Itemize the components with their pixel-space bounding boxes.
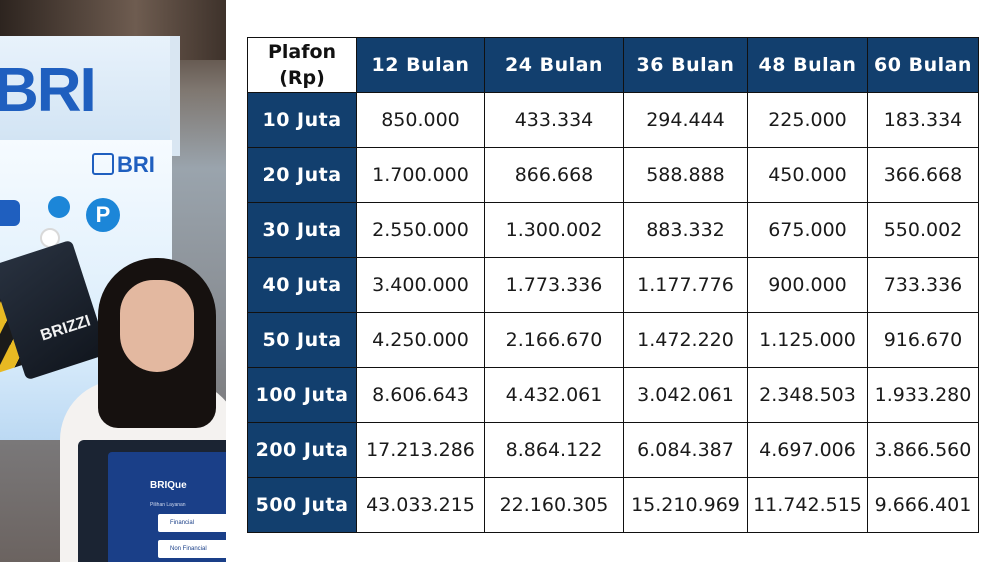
row-header: 20 Juta (247, 147, 357, 203)
row-header: 200 Juta (247, 422, 357, 478)
table-row: 500 Juta 43.033.215 22.160.305 15.210.96… (247, 477, 979, 533)
table-cell: 225.000 (747, 92, 868, 148)
table-cell: 850.000 (356, 92, 485, 148)
table-cell: 4.697.006 (747, 422, 868, 478)
table-row: 40 Juta 3.400.000 1.773.336 1.177.776 90… (247, 257, 979, 313)
table-cell: 6.084.387 (623, 422, 748, 478)
person-face (120, 280, 194, 372)
table-cell: 1.700.000 (356, 147, 485, 203)
table-row: 100 Juta 8.606.643 4.432.061 3.042.061 2… (247, 367, 979, 423)
bri-logo-large: BRI (0, 56, 97, 125)
table-cell: 2.348.503 (747, 367, 868, 423)
table-cell: 450.000 (747, 147, 868, 203)
kiosk-subtitle: Pilihan Layanan (150, 502, 186, 508)
table-cell: 2.550.000 (356, 202, 485, 258)
installment-table-wrap: Plafon (Rp) 12 Bulan 24 Bulan 36 Bulan 4… (247, 37, 979, 533)
table-cell: 11.742.515 (747, 477, 868, 533)
header-row: Plafon (Rp) 12 Bulan 24 Bulan 36 Bulan 4… (247, 37, 979, 93)
plafon-header-line1: Plafon (267, 41, 337, 63)
row-header: 30 Juta (247, 202, 357, 258)
table-cell: 3.866.560 (867, 422, 979, 478)
table-cell: 1.472.220 (623, 312, 748, 368)
table-cell: 4.432.061 (484, 367, 624, 423)
table-cell: 3.042.061 (623, 367, 748, 423)
table-cell: 1.125.000 (747, 312, 868, 368)
bank-photo: BRI BRI P BRIZZI BRIQue Pilihan Layanan … (0, 0, 226, 562)
plafon-header: Plafon (Rp) (247, 37, 357, 93)
plafon-header-line2: (Rp) (279, 67, 325, 89)
table-cell: 22.160.305 (484, 477, 624, 533)
table-cell: 2.166.670 (484, 312, 624, 368)
kiosk-option-non-financial: Non Financial (158, 540, 226, 558)
table-cell: 1.933.280 (867, 367, 979, 423)
bri-logo-small-text: BRI (117, 152, 155, 177)
column-header-36: 36 Bulan (623, 37, 748, 93)
table-cell: 550.002 (867, 202, 979, 258)
app-icon-small (0, 200, 20, 226)
table-cell: 866.668 (484, 147, 624, 203)
column-header-24: 24 Bulan (484, 37, 624, 93)
table-cell: 675.000 (747, 202, 868, 258)
table-cell: 433.334 (484, 92, 624, 148)
row-header: 100 Juta (247, 367, 357, 423)
table-cell: 588.888 (623, 147, 748, 203)
table-row: 20 Juta 1.700.000 866.668 588.888 450.00… (247, 147, 979, 203)
table-cell: 1.177.776 (623, 257, 748, 313)
column-header-48: 48 Bulan (747, 37, 868, 93)
table-cell: 17.213.286 (356, 422, 485, 478)
table-row: 200 Juta 17.213.286 8.864.122 6.084.387 … (247, 422, 979, 478)
table-cell: 1.300.002 (484, 202, 624, 258)
app-icon-blue (48, 196, 70, 218)
row-header: 500 Juta (247, 477, 357, 533)
row-header: 10 Juta (247, 92, 357, 148)
table-cell: 15.210.969 (623, 477, 748, 533)
table-cell: 8.864.122 (484, 422, 624, 478)
kiosk-title: BRIQue (150, 480, 187, 491)
table-row: 10 Juta 850.000 433.334 294.444 225.000 … (247, 92, 979, 148)
table-cell: 43.033.215 (356, 477, 485, 533)
table-cell: 916.670 (867, 312, 979, 368)
brand-sign-panel (0, 36, 180, 156)
column-header-12: 12 Bulan (356, 37, 485, 93)
column-header-60: 60 Bulan (867, 37, 979, 93)
table-cell: 183.334 (867, 92, 979, 148)
table-row: 50 Juta 4.250.000 2.166.670 1.472.220 1.… (247, 312, 979, 368)
table-cell: 4.250.000 (356, 312, 485, 368)
installment-table: Plafon (Rp) 12 Bulan 24 Bulan 36 Bulan 4… (247, 37, 979, 533)
table-cell: 9.666.401 (867, 477, 979, 533)
table-cell: 1.773.336 (484, 257, 624, 313)
table-cell: 3.400.000 (356, 257, 485, 313)
table-row: 30 Juta 2.550.000 1.300.002 883.332 675.… (247, 202, 979, 258)
row-header: 40 Juta (247, 257, 357, 313)
table-cell: 8.606.643 (356, 367, 485, 423)
row-header: 50 Juta (247, 312, 357, 368)
kiosk-option-financial: Financial (158, 514, 226, 532)
table-cell: 733.336 (867, 257, 979, 313)
table-cell: 366.668 (867, 147, 979, 203)
table-cell: 900.000 (747, 257, 868, 313)
bri-logo-icon (92, 153, 114, 175)
parking-icon: P (86, 198, 120, 232)
table-cell: 883.332 (623, 202, 748, 258)
bri-logo-small: BRI (92, 152, 155, 178)
table-cell: 294.444 (623, 92, 748, 148)
